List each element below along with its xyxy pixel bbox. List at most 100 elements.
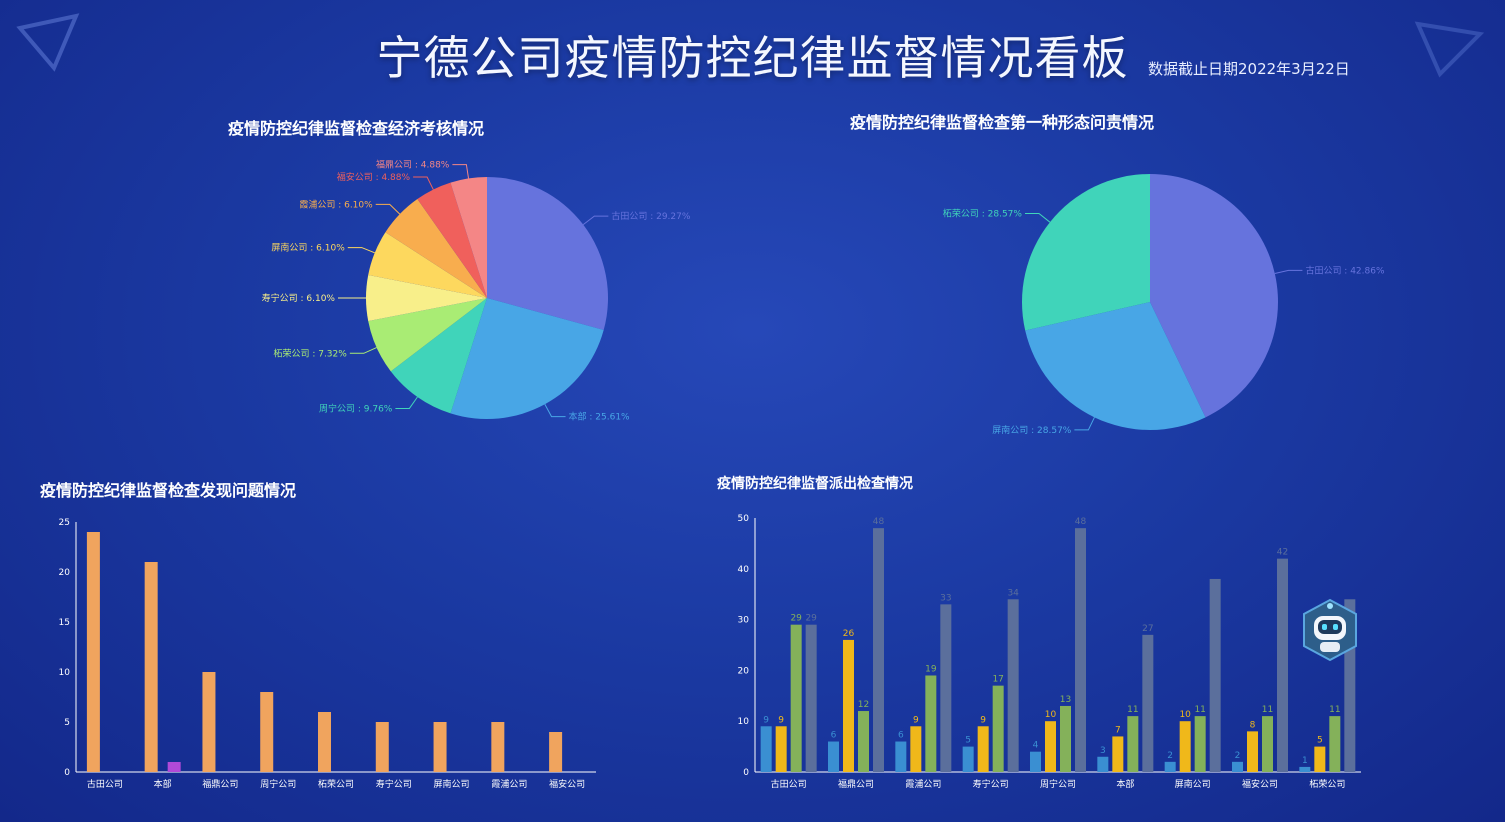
bar: [895, 741, 907, 772]
bar-value-label: 42: [1277, 548, 1288, 558]
bar-value-label: 48: [1075, 517, 1087, 527]
pie-slice: [385, 199, 487, 298]
pie-slice-label: 古田公司 : 42.86%: [1305, 264, 1385, 276]
y-tick-label: 40: [738, 565, 750, 575]
bar: [1045, 721, 1056, 772]
bar: [318, 712, 331, 772]
bar: [1314, 746, 1326, 772]
bar-value-label: 19: [925, 664, 937, 674]
bar: [1164, 761, 1176, 772]
bar: [1007, 599, 1019, 772]
bar-value-label: 10: [1179, 710, 1191, 720]
bar-value-label: 11: [1194, 705, 1205, 715]
pie-label-line: [544, 404, 566, 418]
bar-value-label: 2: [1167, 751, 1173, 761]
x-tick-label: 寿宁公司: [376, 778, 412, 790]
pie-slice-label: 柘荣公司 : 28.57%: [943, 207, 1023, 219]
bar-value-label: 6: [831, 731, 837, 741]
bar: [858, 711, 869, 772]
panel-title-economic-assessment: 疫情防控纪律监督检查经济考核情况: [228, 119, 485, 138]
bar-value-label: 12: [858, 700, 869, 710]
bar: [910, 726, 922, 772]
decorative-triangle-right: [1414, 21, 1485, 78]
pie-slice-label: 屏南公司 : 28.57%: [992, 424, 1072, 436]
pie-label-line: [582, 215, 609, 226]
pie-slice-label: 寿宁公司 : 6.10%: [262, 292, 336, 304]
pie-slice-label: 屏南公司 : 6.10%: [271, 242, 345, 254]
pie-chart-economic-assessment: 古田公司 : 29.27% 本部 : 25.61% 周宁公司 : 9.76% 柘荣公司…: [262, 159, 691, 423]
pie-slice-label: 霞浦公司 : 6.10%: [299, 198, 373, 210]
bar: [1209, 578, 1221, 772]
bar-value-label: 48: [873, 517, 885, 527]
bar-value-label: 2: [1235, 751, 1241, 761]
pie-slice-label: 古田公司 : 29.27%: [611, 210, 691, 222]
x-tick-label: 柘荣公司: [1309, 778, 1345, 790]
bar: [549, 732, 563, 772]
x-tick-label: 福安公司: [549, 778, 585, 790]
x-tick-label: 寿宁公司: [973, 778, 1009, 790]
bar-value-label: 8: [1250, 720, 1256, 730]
decorative-triangle-left: [16, 13, 80, 72]
x-tick-label: 周宁公司: [260, 778, 296, 790]
bar-value-label: 11: [1262, 705, 1273, 715]
pie-slice-label: 福鼎公司 : 4.88%: [376, 159, 450, 171]
bar: [167, 762, 181, 772]
bar: [375, 722, 389, 772]
bar: [790, 624, 802, 772]
bar-value-label: 9: [980, 715, 986, 725]
pie-slice: [450, 177, 487, 298]
bar: [1097, 756, 1109, 772]
bar: [1112, 736, 1124, 772]
bar: [1194, 716, 1206, 772]
x-tick-label: 周宁公司: [1040, 778, 1076, 790]
pie-slice: [366, 274, 487, 322]
pie-slice-label: 周宁公司 : 9.76%: [319, 402, 393, 414]
pie-slice: [417, 182, 487, 298]
bar-value-label: 9: [913, 715, 919, 725]
pie-slice: [1150, 174, 1278, 418]
pie-label-line: [413, 176, 434, 190]
bar-value-label: 34: [1007, 588, 1019, 598]
bar-value-label: 27: [1142, 624, 1153, 634]
bar: [760, 726, 772, 772]
bar: [805, 624, 817, 772]
bar-value-label: 9: [763, 715, 769, 725]
bar-value-label: 29: [790, 614, 802, 624]
bar-value-label: 11: [1329, 705, 1340, 715]
x-tick-label: 本部: [154, 778, 172, 790]
pie-slice: [1022, 174, 1150, 331]
bar: [1344, 599, 1356, 772]
bar: [1075, 528, 1086, 772]
bar: [260, 692, 274, 772]
x-tick-label: 本部: [1116, 778, 1134, 790]
y-tick-label: 15: [59, 618, 70, 628]
dashboard-title: 宁德公司疫情防控纪律监督情况看板: [376, 31, 1129, 85]
bar-value-label: 10: [1045, 710, 1057, 720]
pie-slice: [487, 177, 608, 331]
pie-label-line: [1074, 417, 1095, 431]
bar-value-label: 7: [1115, 725, 1121, 735]
panel-title-dispatched-inspections: 疫情防控纪律监督派出检查情况: [717, 476, 913, 492]
y-tick-label: 0: [743, 768, 749, 778]
bar-value-label: 9: [778, 715, 784, 725]
bar: [828, 741, 839, 772]
bar: [962, 746, 974, 772]
bar-value-label: 5: [965, 736, 971, 746]
bar: [202, 672, 216, 772]
robot-assistant-icon[interactable]: [1302, 598, 1358, 662]
bar: [1262, 716, 1273, 772]
bar: [1179, 721, 1191, 772]
y-tick-label: 50: [738, 514, 750, 524]
bar-value-label: 17: [992, 675, 1003, 685]
bar: [873, 528, 884, 772]
bar: [977, 726, 989, 772]
pie-chart-first-form-accountability: 古田公司 : 42.86% 屏南公司 : 28.57% 柘荣公司 : 28.57%: [943, 174, 1385, 436]
y-tick-label: 20: [738, 666, 750, 676]
pie-label-line: [375, 203, 401, 215]
x-tick-label: 屏南公司: [434, 778, 470, 790]
y-tick-label: 20: [59, 568, 71, 578]
pie-slice: [1025, 302, 1206, 431]
bar: [491, 722, 505, 772]
bar: [925, 675, 937, 772]
bar: [1299, 766, 1311, 772]
